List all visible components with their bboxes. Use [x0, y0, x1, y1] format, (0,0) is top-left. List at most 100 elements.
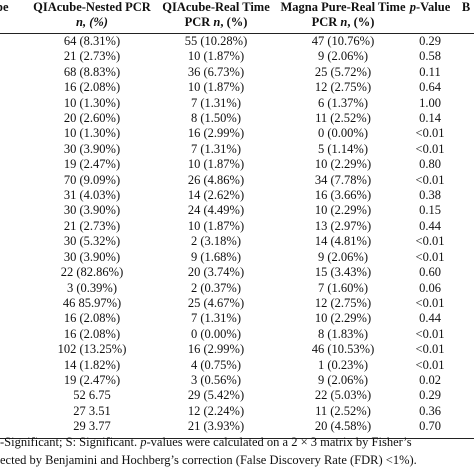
qiacube-real-time-cell: 7 (1.31%): [191, 95, 241, 110]
nested-pcr-cell: 22 (82.86%): [60, 265, 124, 280]
table-row: 3 (0.39%) 2 (0.37%) 7 (1.60%) 0.06: [0, 281, 474, 296]
header-magna-unit: PCR n, (%): [280, 15, 406, 34]
truncated-cell: [454, 65, 474, 80]
header-type-sub: [0, 15, 32, 34]
type-cell: [0, 49, 32, 64]
truncated-cell: [454, 281, 474, 296]
type-cell: [0, 188, 32, 203]
truncated-cell: [454, 311, 474, 326]
truncated-cell: [454, 126, 474, 141]
p-value-cell: 0.38: [419, 188, 441, 203]
table-row: 30 (3.90%) 24 (4.49%) 10 (2.29%) 0.15: [0, 203, 474, 218]
p-value-cell: 1.00: [419, 95, 441, 110]
nested-pcr-cell: 14 (1.82%): [63, 357, 121, 372]
qiacube-real-time-cell: 14 (2.62%): [187, 188, 245, 203]
table-row: 21 (2.73%) 10 (1.87%) 13 (2.97%) 0.44: [0, 219, 474, 234]
magna-pure-cell: 11 (2.52%): [315, 111, 371, 126]
truncated-cell: [454, 234, 474, 249]
type-cell: [0, 265, 32, 280]
truncated-cell: [454, 373, 474, 388]
results-table-container: pe QIAcube-Nested PCR QIAcube-Real Time …: [0, 0, 474, 439]
table-row: 20 (2.60%) 8 (1.50%) 11 (2.52%) 0.14: [0, 111, 474, 126]
p-value-cell: <0.01: [415, 342, 445, 357]
footnote-p-italic: p: [140, 435, 147, 449]
qiacube-real-time-cell: 10 (1.87%): [187, 218, 245, 233]
nested-pcr-cell: 68 (8.83%): [63, 64, 121, 79]
nested-pcr-cell: 30 (5.32%): [63, 234, 121, 249]
type-cell: [0, 173, 32, 188]
magna-pure-cell: 13 (2.97%): [314, 218, 372, 233]
type-cell: [0, 358, 32, 373]
qiacube-real-time-cell: 10 (1.87%): [187, 49, 245, 64]
qiacube-real-time-cell: 2 (3.18%): [191, 234, 241, 249]
header-row-2: n, (%) PCR n, (%) PCR n, (%): [0, 15, 474, 34]
qiacube-real-time-cell: 16 (2.99%): [187, 342, 245, 357]
nested-pcr-cell: 19 (2.47%): [63, 157, 121, 172]
truncated-cell: [454, 419, 474, 439]
table-row: 14 (1.82%) 4 (0.75%) 1 (0.23%) <0.01: [0, 358, 474, 373]
table-row: 19 (2.47%) 10 (1.87%) 10 (2.29%) 0.80: [0, 157, 474, 172]
header-qiacube-real-time: QIAcube-Real Time: [162, 0, 270, 14]
nested-pcr-cell: 16 (2.08%): [63, 311, 121, 326]
nested-pcr-cell: 21 (2.73%): [63, 218, 121, 233]
footnote-method: -values were calculated on a 2 × 3 matri…: [146, 435, 412, 449]
nested-pcr-cell: 30 (3.90%): [63, 249, 121, 264]
table-row: 27 3.51 12 (2.24%) 11 (2.52%) 0.36: [0, 404, 474, 419]
type-cell: [0, 373, 32, 388]
magna-pure-cell: 25 (5.72%): [314, 64, 372, 79]
results-table: pe QIAcube-Nested PCR QIAcube-Real Time …: [0, 0, 474, 439]
truncated-cell: [454, 96, 474, 111]
magna-pure-cell: 7 (1.60%): [318, 280, 368, 295]
truncated-cell: [454, 327, 474, 342]
qiacube-real-time-cell: 7 (1.31%): [191, 141, 241, 156]
nested-pcr-cell: 70 (9.09%): [63, 172, 121, 187]
footnote-correction: ected by Benjamini and Hochberg’s correc…: [0, 453, 417, 467]
table-row: 31 (4.03%) 14 (2.62%) 16 (3.66%) 0.38: [0, 188, 474, 203]
magna-pure-cell: 12 (2.75%): [314, 80, 372, 95]
header-p-sub: [406, 15, 454, 34]
type-cell: [0, 250, 32, 265]
p-value-cell: 0.60: [419, 265, 441, 280]
magna-pure-cell: 5 (1.14%): [318, 141, 368, 156]
truncated-cell: [454, 111, 474, 126]
magna-pure-cell: 10 (2.29%): [314, 203, 372, 218]
magna-pure-cell: 10 (2.29%): [314, 311, 372, 326]
p-value-cell: <0.01: [415, 326, 445, 341]
table-row: 10 (1.30%) 16 (2.99%) 0 (0.00%) <0.01: [0, 126, 474, 141]
magna-pure-cell: 11 (2.52%): [315, 403, 371, 418]
table-row: 22 (82.86%) 20 (3.74%) 15 (3.43%) 0.60: [0, 265, 474, 280]
p-value-cell: 0.44: [419, 218, 441, 233]
qiacube-real-time-cell: 12 (2.24%): [187, 403, 245, 418]
truncated-cell: [454, 219, 474, 234]
magna-pure-cell: 9 (2.06%): [318, 249, 368, 264]
header-magna-unit-text: PCR n, (%): [311, 15, 375, 29]
qiacube-real-time-cell: 36 (6.73%): [187, 64, 245, 79]
p-value-cell: 0.80: [419, 157, 441, 172]
table-row: 19 (2.47%) 3 (0.56%) 9 (2.06%) 0.02: [0, 373, 474, 388]
header-p-letter: p: [409, 0, 416, 14]
header-nested-unit-text: n, (%): [76, 15, 108, 29]
qiacube-real-time-cell: 4 (0.75%): [191, 357, 241, 372]
table-row: 16 (2.08%) 7 (1.31%) 10 (2.29%) 0.44: [0, 311, 474, 326]
magna-pure-cell: 1 (0.23%): [318, 357, 368, 372]
footnote-line-1: -Significant; S: Significant. p-values w…: [0, 434, 474, 451]
magna-pure-cell: 12 (2.75%): [314, 295, 372, 310]
truncated-cell: [454, 173, 474, 188]
magna-pure-cell: 9 (2.06%): [318, 49, 368, 64]
truncated-cell: [454, 358, 474, 373]
nested-pcr-cell: 64 (8.31%): [63, 34, 121, 48]
truncated-cell: [454, 157, 474, 172]
qiacube-real-time-cell: 2 (0.37%): [191, 280, 241, 295]
nested-pcr-cell: 21 (2.73%): [63, 49, 121, 64]
nested-pcr-cell: 27 3.51: [73, 403, 111, 418]
qiacube-real-time-cell: 55 (10.28%): [184, 34, 248, 48]
table-row: 102 (13.25%) 16 (2.99%) 46 (10.53%) <0.01: [0, 342, 474, 357]
nested-pcr-cell: 30 (3.90%): [63, 203, 121, 218]
magna-pure-cell: 9 (2.06%): [318, 372, 368, 387]
qiacube-real-time-cell: 16 (2.99%): [187, 126, 245, 141]
nested-pcr-cell: 52 6.75: [73, 388, 111, 403]
type-cell: [0, 388, 32, 403]
table-row: 10 (1.30%) 7 (1.31%) 6 (1.37%) 1.00: [0, 96, 474, 111]
truncated-cell: [454, 203, 474, 218]
type-cell: [0, 281, 32, 296]
